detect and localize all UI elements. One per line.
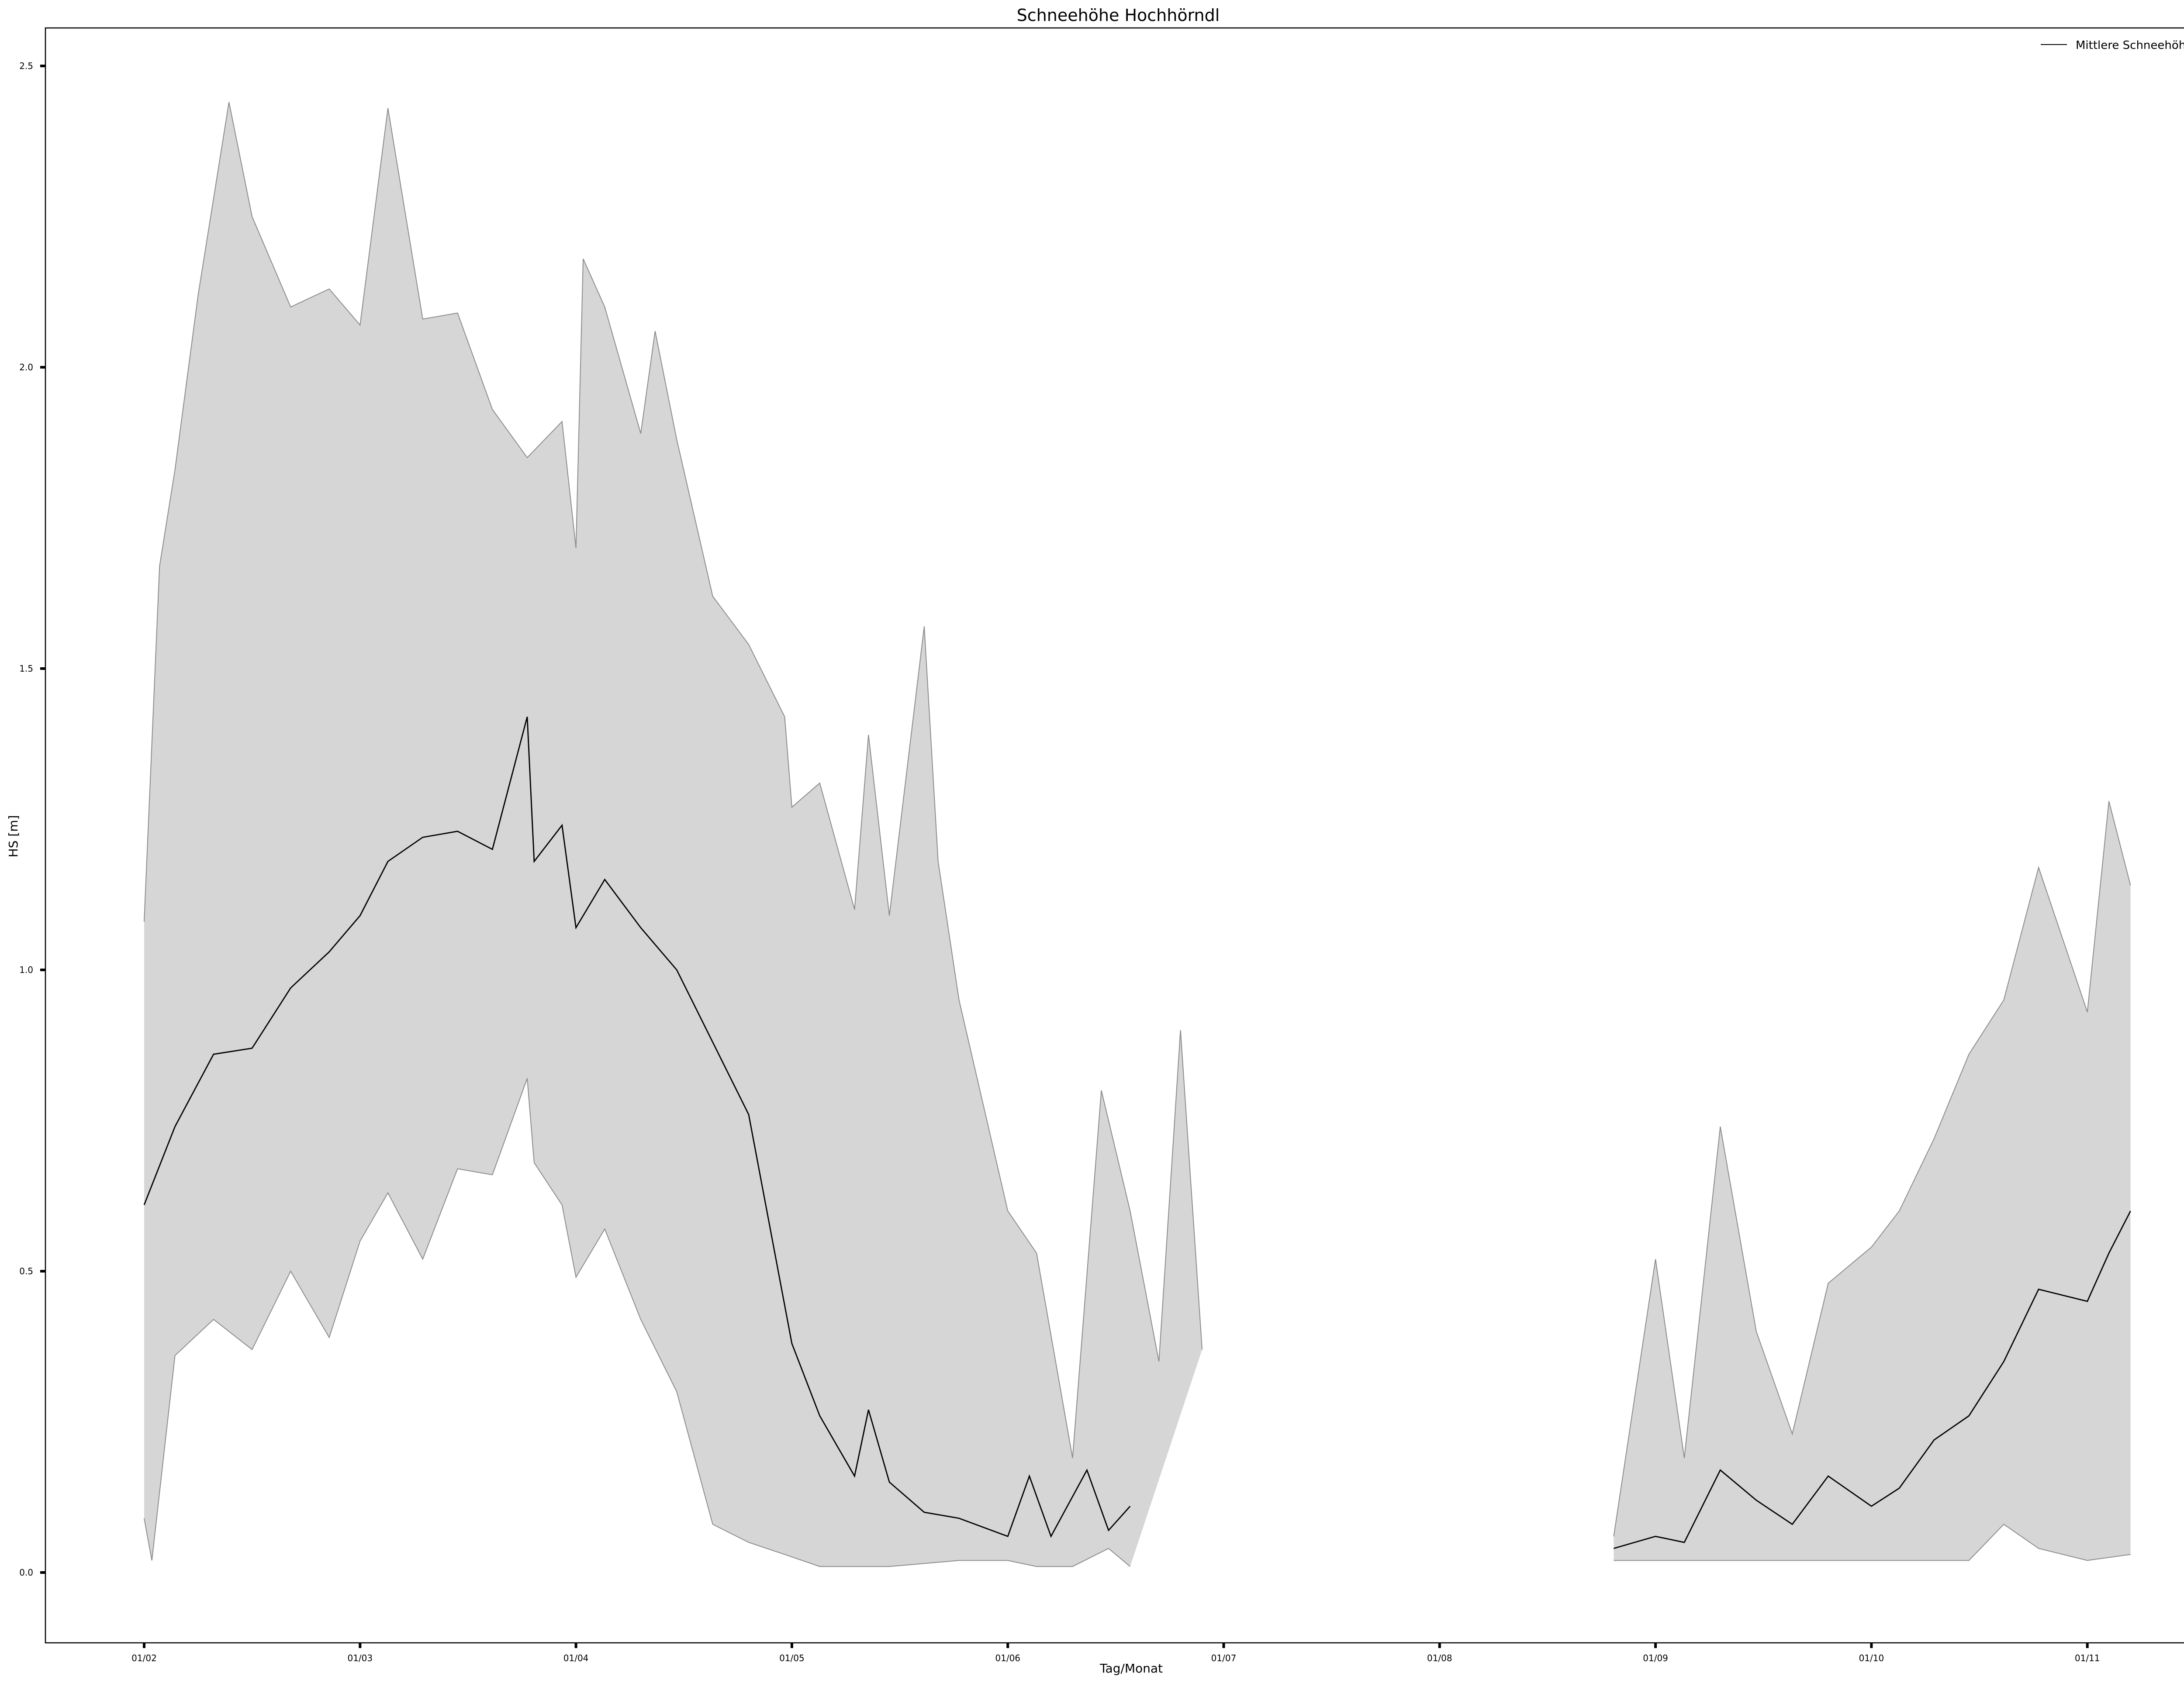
- mean-line: [143, 717, 2131, 1549]
- axes: 01/02 01/03 01/04 01/05 01/06 01/07 01/08 01/09…: [19, 27, 2184, 1663]
- x-tick-label: 01/05: [779, 1653, 805, 1663]
- y-tick-label: 2.5: [19, 61, 33, 71]
- x-tick-label: 01/07: [1211, 1653, 1237, 1663]
- y-tick-label: 1.0: [19, 965, 33, 975]
- y-tick-label: 0.5: [19, 1266, 33, 1276]
- band-area: [144, 102, 1203, 1567]
- x-axis-label: Tag/Monat: [1099, 1661, 1163, 1676]
- mean-line-segment: [1614, 1211, 2131, 1549]
- y-axis-label: HS [m]: [6, 815, 21, 858]
- x-tick-label: 01/09: [1643, 1653, 1668, 1663]
- band-area: [1614, 801, 2131, 1561]
- band-upper-edge: [1613, 801, 2131, 1537]
- x-tick-label: 01/03: [347, 1653, 373, 1663]
- y-tick-label: 0.0: [19, 1567, 33, 1578]
- y-tick-label: 1.5: [19, 663, 33, 674]
- x-tick-label: 01/02: [131, 1653, 157, 1663]
- legend: Mittlere Schneehöhe: [2041, 39, 2184, 52]
- band-lower-edge: [1614, 1524, 2131, 1561]
- variability-band: [144, 102, 2131, 1567]
- mean-line-segment: [143, 717, 1131, 1538]
- chart-title: Schneehöhe Hochhörndl: [1017, 6, 1220, 25]
- band-upper-edge: [144, 102, 1203, 1458]
- x-tick-label: 01/10: [1859, 1653, 1884, 1663]
- x-tick-label: 01/11: [2075, 1653, 2100, 1663]
- band-lower-edge: [144, 1078, 1130, 1567]
- x-tick-label: 01/08: [1427, 1653, 1452, 1663]
- x-tick-label: 01/06: [995, 1653, 1020, 1663]
- plot-frame: [45, 27, 2184, 1644]
- x-tick-label: 01/04: [563, 1653, 589, 1663]
- y-tick-label: 2.0: [19, 362, 33, 372]
- legend-label: Mittlere Schneehöhe: [2076, 39, 2184, 52]
